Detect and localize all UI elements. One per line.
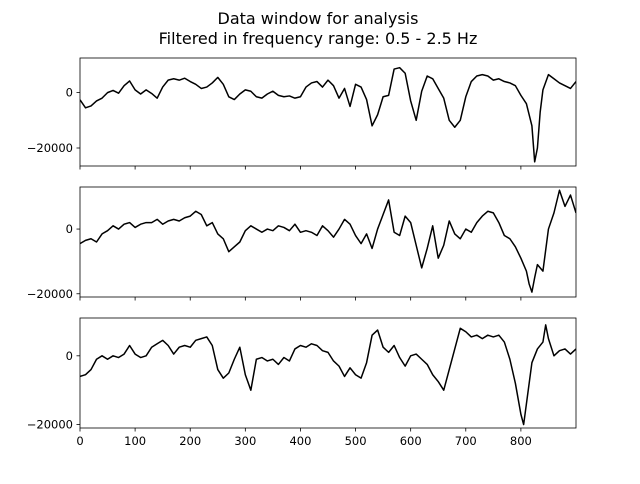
series-line-2: [80, 189, 576, 293]
x-tick-label: 300: [234, 434, 256, 448]
axes-frame: [79, 317, 577, 429]
x-tick-label: 100: [124, 434, 146, 448]
y-tick-label: 0: [66, 222, 73, 236]
x-tick-label: 400: [289, 434, 311, 448]
x-tick-label: 700: [455, 434, 477, 448]
y-tick-label: 0: [66, 86, 73, 100]
axes-frame: [79, 186, 577, 298]
x-tick-label: 0: [76, 434, 83, 448]
chart-title-line2: Filtered in frequency range: 0.5 - 2.5 H…: [159, 29, 478, 48]
series-line-1: [80, 66, 576, 163]
x-tick-label: 200: [179, 434, 201, 448]
y-tick-label: −20000: [27, 141, 73, 155]
subplot-1: 0 −20000: [27, 57, 577, 170]
series-line-3: [80, 324, 576, 426]
y-tick-label: −20000: [27, 287, 73, 301]
x-tick-label: 600: [400, 434, 422, 448]
y-tick-label: 0: [66, 349, 73, 363]
y-tick-label: −20000: [27, 418, 73, 432]
axes-frame: [79, 57, 577, 167]
x-tick-label: 500: [345, 434, 367, 448]
x-tick-label: 800: [510, 434, 532, 448]
chart-title-line1: Data window for analysis: [218, 9, 419, 28]
subplot-2: 0 −20000: [27, 186, 577, 301]
